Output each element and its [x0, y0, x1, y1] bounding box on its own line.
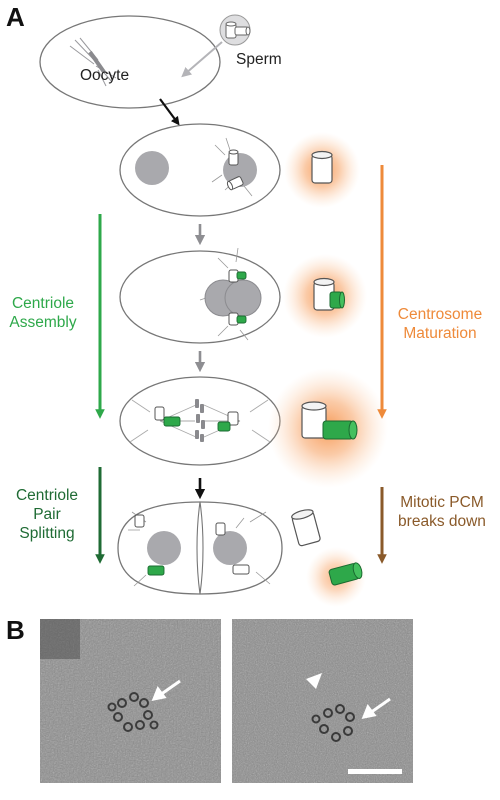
- scale-bar: [348, 769, 402, 774]
- zygote-stage-3: [119, 376, 281, 466]
- metaphase-chromosomes: [195, 399, 205, 442]
- sperm-label: Sperm: [236, 51, 282, 68]
- mitotic-pcm-breaks-down-label: Mitotic PCM breaks down: [398, 494, 486, 530]
- split-centrioles-right-icon: [215, 522, 250, 575]
- split-centrioles-left-icon: [134, 514, 165, 576]
- micrograph-left-canvas: [40, 619, 221, 783]
- panel-b-label: B: [6, 615, 25, 645]
- sperm-cell: [219, 14, 251, 46]
- zygote-stage-2: [119, 247, 281, 344]
- sperm-centrioles-icon: [225, 21, 251, 39]
- duplicating-centrioles-top-icon: [228, 269, 247, 283]
- centrosome-maturation-label: Centrosome Maturation: [397, 306, 483, 342]
- fertilization-arrow: [159, 98, 180, 126]
- centriole-cross-section: [107, 692, 159, 732]
- micrograph-left: [40, 619, 221, 783]
- duplicating-centrioles-bottom-icon: [228, 312, 247, 326]
- two-cell-embryo: [117, 501, 283, 595]
- spindle-pole-left-icon: [154, 406, 181, 427]
- white-arrowhead-icon: [306, 673, 322, 689]
- white-arrow-icon-right: [361, 697, 391, 720]
- spindle-pole-right-icon: [217, 411, 239, 432]
- centriole-assembly-label: Centriole Assembly: [9, 295, 77, 331]
- white-arrow-icon: [151, 679, 181, 702]
- oocyte-meiotic-spindle: [69, 37, 117, 87]
- centrosome-stage-4: [291, 509, 366, 607]
- centriole-pair-splitting-label: Centriole Pair Splitting: [15, 487, 79, 542]
- paternal-centrioles-icon: [226, 149, 244, 191]
- centrosome-stage-2: [283, 254, 367, 338]
- oocyte-label: Oocyte: [80, 67, 130, 84]
- oocyte-cell: [39, 15, 221, 109]
- zygote-stage-1: [119, 123, 281, 217]
- centriole-cross-section-right: [311, 704, 355, 742]
- micrograph-right-canvas: [232, 619, 413, 783]
- panel-a-label: A: [6, 2, 25, 32]
- centrosome-stage-1: [284, 132, 360, 208]
- micrograph-right: [232, 619, 413, 783]
- sperm-entry-arrow: [181, 41, 223, 78]
- centrosome-stage-3: [268, 368, 388, 488]
